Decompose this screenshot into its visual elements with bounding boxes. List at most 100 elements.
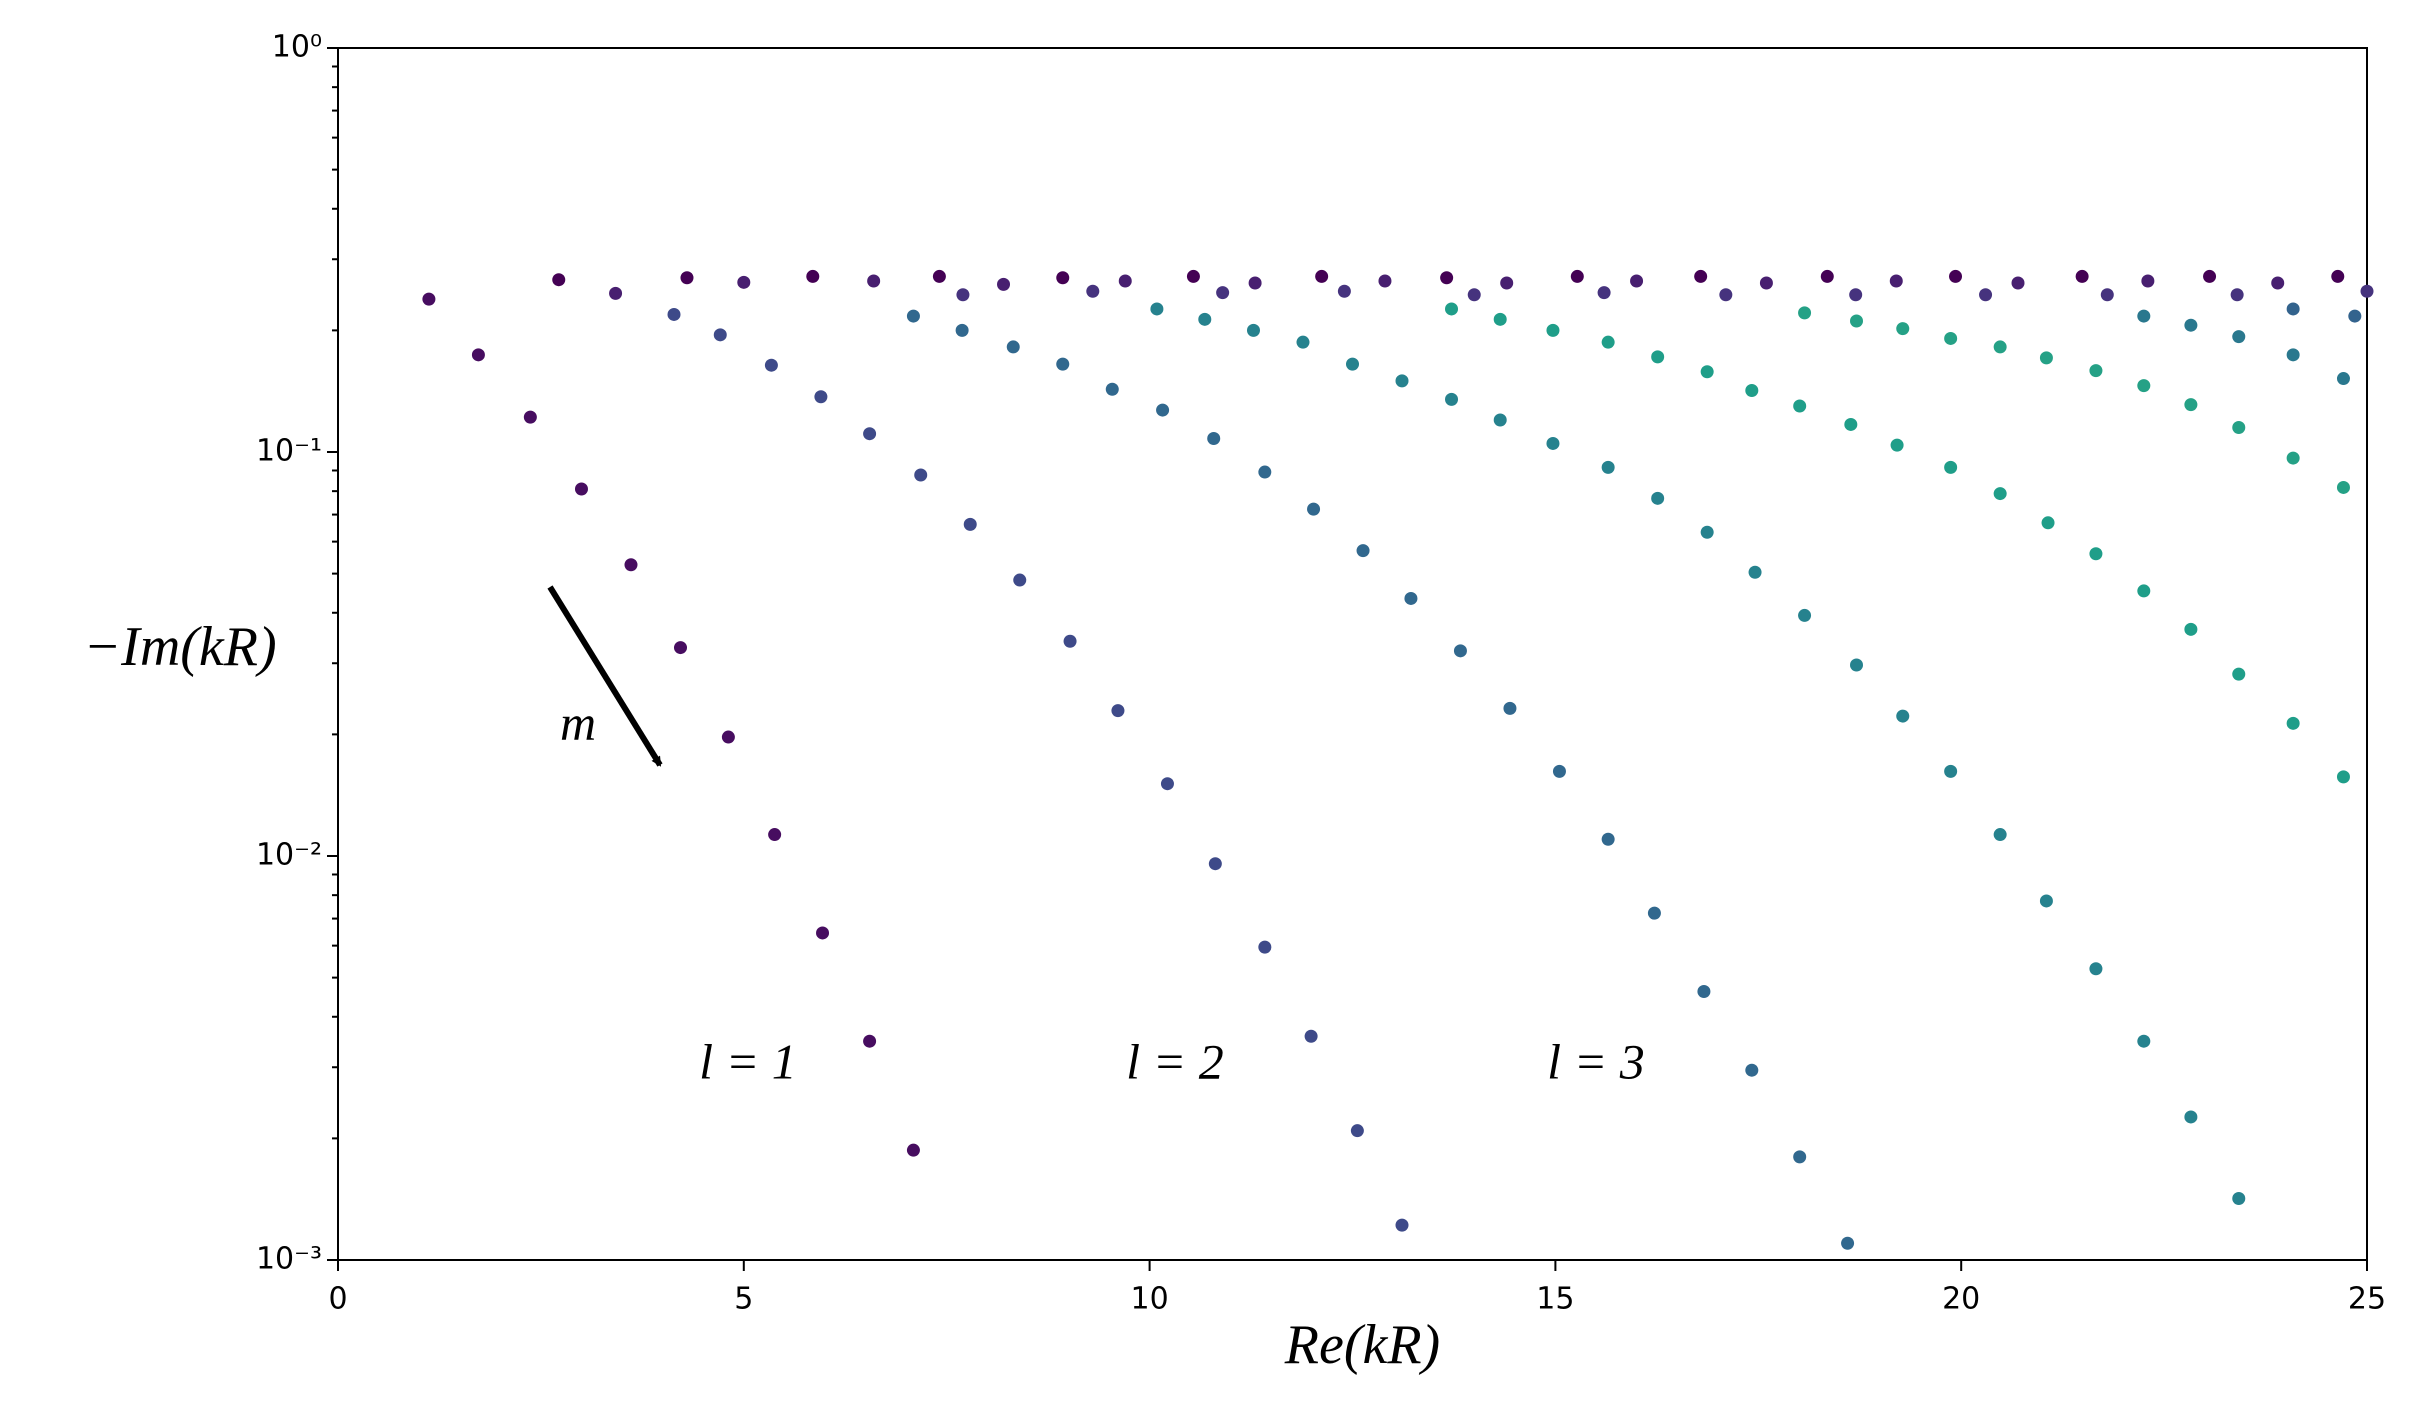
point	[1248, 276, 1262, 290]
point	[1793, 399, 1807, 413]
point	[1694, 269, 1708, 283]
x-tick-label: 0	[328, 1282, 347, 1317]
x-axis-label: Re(kR)	[1284, 1314, 1440, 1376]
point	[2039, 351, 2053, 365]
point	[1700, 365, 1714, 379]
point	[2137, 309, 2151, 323]
point	[1445, 302, 1459, 316]
point	[2137, 584, 2151, 598]
point	[1793, 1150, 1807, 1164]
x-tick-label: 15	[1536, 1282, 1574, 1317]
point	[1105, 382, 1119, 396]
point	[2331, 269, 2345, 283]
point	[1979, 288, 1993, 302]
point	[1111, 704, 1125, 718]
point	[2336, 770, 2350, 784]
point	[1719, 288, 1733, 302]
point	[1258, 465, 1272, 479]
point	[1647, 906, 1661, 920]
point	[914, 468, 928, 482]
point	[1150, 302, 1164, 316]
point	[624, 558, 638, 572]
point	[2360, 284, 2374, 298]
point	[2232, 420, 2246, 434]
point	[1006, 340, 1020, 354]
point	[1748, 565, 1762, 579]
point	[1208, 857, 1222, 871]
point	[2271, 276, 2285, 290]
point	[1013, 573, 1027, 587]
y-tick-label: 10⁻¹	[256, 434, 322, 469]
point	[2039, 894, 2053, 908]
x-tick-label: 20	[1942, 1282, 1980, 1317]
point	[1056, 357, 1070, 371]
point	[737, 275, 751, 289]
point	[574, 482, 588, 496]
point	[471, 348, 485, 362]
point	[2336, 480, 2350, 494]
point	[1246, 323, 1260, 337]
point	[1307, 502, 1321, 516]
point	[814, 390, 828, 404]
point	[667, 307, 681, 321]
point	[2336, 372, 2350, 386]
point	[1296, 335, 1310, 349]
point	[1570, 269, 1584, 283]
point	[1118, 274, 1132, 288]
point	[1896, 322, 1910, 336]
point	[2141, 274, 2155, 288]
point	[906, 309, 920, 323]
point	[2137, 379, 2151, 393]
point	[1453, 644, 1467, 658]
point	[1890, 438, 1904, 452]
point	[2232, 667, 2246, 681]
point	[1493, 413, 1507, 427]
point	[1700, 525, 1714, 539]
point	[1378, 274, 1392, 288]
point	[1315, 269, 1329, 283]
point	[1186, 269, 1200, 283]
point	[932, 269, 946, 283]
point	[2230, 288, 2244, 302]
point	[1601, 832, 1615, 846]
y-axis-label: −Im(kR)	[83, 616, 276, 678]
point	[1651, 491, 1665, 505]
point	[1850, 658, 1864, 672]
point	[1404, 591, 1418, 605]
point	[680, 271, 694, 285]
point	[997, 277, 1011, 291]
point	[1993, 828, 2007, 842]
point	[806, 269, 820, 283]
point	[1063, 634, 1077, 648]
point	[1597, 286, 1611, 300]
point	[863, 427, 877, 441]
point	[1216, 286, 1230, 300]
point	[1258, 940, 1272, 954]
point	[2041, 516, 2055, 530]
point	[1944, 460, 1958, 474]
point	[955, 323, 969, 337]
point	[1601, 335, 1615, 349]
point	[906, 1143, 920, 1157]
point	[1889, 274, 1903, 288]
point	[673, 641, 687, 655]
x-tick-label: 10	[1131, 1282, 1169, 1317]
point	[867, 274, 881, 288]
point	[1759, 276, 1773, 290]
point	[422, 292, 436, 306]
point	[1993, 340, 2007, 354]
point	[2089, 962, 2103, 976]
point	[1467, 288, 1481, 302]
point	[1500, 276, 1514, 290]
x-tick-label: 5	[734, 1282, 753, 1317]
arrow	[547, 585, 663, 767]
point	[1350, 1124, 1364, 1138]
point	[2232, 1191, 2246, 1205]
point	[1493, 312, 1507, 326]
point	[2348, 309, 2362, 323]
point	[523, 410, 537, 424]
point	[1356, 544, 1370, 558]
point	[2137, 1034, 2151, 1048]
point	[1697, 984, 1711, 998]
point	[2286, 348, 2300, 362]
